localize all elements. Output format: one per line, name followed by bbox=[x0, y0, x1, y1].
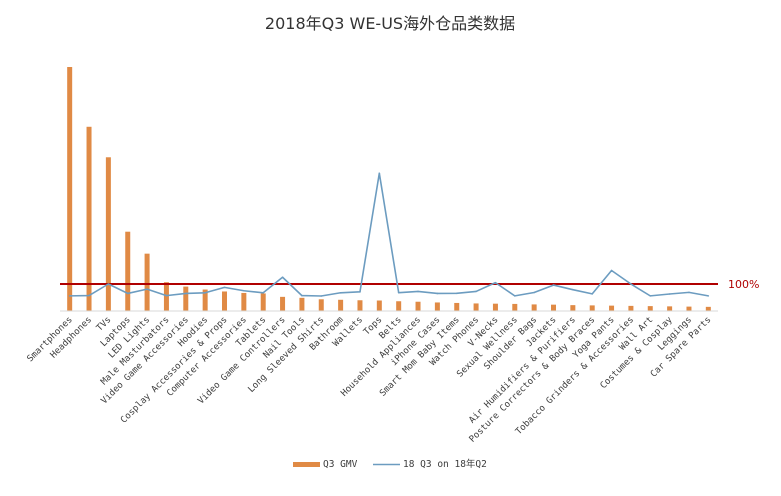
bar-28 bbox=[609, 305, 615, 311]
ratio-point-5 bbox=[165, 294, 168, 297]
ratio-point-21 bbox=[475, 290, 477, 293]
bar-22 bbox=[492, 303, 498, 311]
ratio-point-23 bbox=[513, 295, 516, 297]
bar-7 bbox=[202, 289, 208, 311]
bar-10 bbox=[260, 293, 266, 311]
bar-26 bbox=[570, 305, 576, 311]
bar-0 bbox=[67, 67, 73, 311]
chart-title: 2018年Q3 WE-US海外仓品类数据 bbox=[265, 14, 515, 33]
ratio-point-31 bbox=[668, 293, 671, 295]
ratio-point-32 bbox=[688, 291, 690, 294]
bar-20 bbox=[454, 302, 460, 311]
bar-32 bbox=[686, 306, 692, 311]
legend-swatch-gmv bbox=[293, 462, 320, 467]
bar-6 bbox=[183, 286, 189, 311]
bar-4 bbox=[144, 253, 150, 311]
ratio-series-line bbox=[69, 172, 709, 297]
bar-30 bbox=[647, 306, 653, 311]
ratio-point-29 bbox=[630, 283, 632, 285]
legend: Q3 GMV 18 Q3 on 18年Q2 bbox=[293, 458, 487, 470]
ratio-point-28 bbox=[610, 269, 613, 272]
ratio-point-9 bbox=[243, 289, 245, 292]
bar-9 bbox=[241, 292, 247, 311]
bar-12 bbox=[299, 297, 305, 311]
ratio-point-20 bbox=[455, 292, 458, 295]
bar-24 bbox=[531, 304, 537, 311]
ratio-point-1 bbox=[88, 294, 90, 297]
bar-29 bbox=[628, 305, 634, 311]
ratio-point-15 bbox=[359, 291, 361, 293]
bar-11 bbox=[280, 296, 286, 311]
ratio-point-14 bbox=[339, 291, 342, 294]
ratio-point-25 bbox=[552, 284, 555, 286]
ratio-point-19 bbox=[436, 292, 439, 295]
reference-line-layer: 100% bbox=[60, 278, 759, 291]
ratio-point-7 bbox=[204, 291, 206, 294]
legend-label-ratio: 18 Q3 on 18年Q2 bbox=[403, 458, 487, 470]
ratio-point-27 bbox=[591, 293, 594, 295]
ratio-point-12 bbox=[301, 294, 303, 297]
bar-5 bbox=[163, 282, 169, 311]
bars-layer bbox=[67, 67, 711, 311]
bar-16 bbox=[376, 300, 382, 311]
line-layer bbox=[68, 172, 710, 297]
bar-33 bbox=[705, 306, 711, 311]
ratio-point-13 bbox=[320, 295, 323, 297]
bar-17 bbox=[396, 301, 402, 311]
ratio-point-33 bbox=[707, 295, 710, 297]
ratio-point-8 bbox=[223, 286, 226, 289]
ratio-point-10 bbox=[262, 291, 265, 294]
ratio-point-26 bbox=[572, 288, 574, 291]
ratio-point-2 bbox=[107, 283, 110, 285]
ratio-point-17 bbox=[397, 291, 400, 294]
ratio-point-18 bbox=[417, 290, 419, 293]
reference-line-label: 100% bbox=[728, 278, 759, 291]
ratio-point-24 bbox=[533, 291, 535, 294]
bar-15 bbox=[357, 300, 363, 311]
ratio-point-0 bbox=[68, 295, 71, 297]
bar-19 bbox=[434, 302, 440, 311]
bar-13 bbox=[318, 299, 324, 311]
bar-18 bbox=[415, 301, 421, 311]
legend-label-gmv: Q3 GMV bbox=[323, 459, 358, 470]
bar-2 bbox=[105, 157, 111, 311]
bar-21 bbox=[473, 303, 479, 311]
bar-8 bbox=[222, 291, 227, 311]
bar-14 bbox=[338, 299, 344, 311]
ratio-point-11 bbox=[281, 276, 284, 279]
bar-31 bbox=[667, 306, 673, 311]
bar-1 bbox=[86, 126, 92, 311]
bar-27 bbox=[589, 305, 595, 311]
ratio-point-4 bbox=[146, 288, 148, 290]
bar-23 bbox=[512, 303, 518, 311]
bar-3 bbox=[125, 231, 131, 311]
bar-25 bbox=[551, 304, 556, 311]
ratio-point-16 bbox=[378, 172, 381, 175]
ratio-point-30 bbox=[649, 295, 652, 297]
ratio-point-6 bbox=[184, 292, 187, 295]
ratio-point-3 bbox=[126, 292, 129, 295]
ratio-point-22 bbox=[494, 281, 497, 284]
